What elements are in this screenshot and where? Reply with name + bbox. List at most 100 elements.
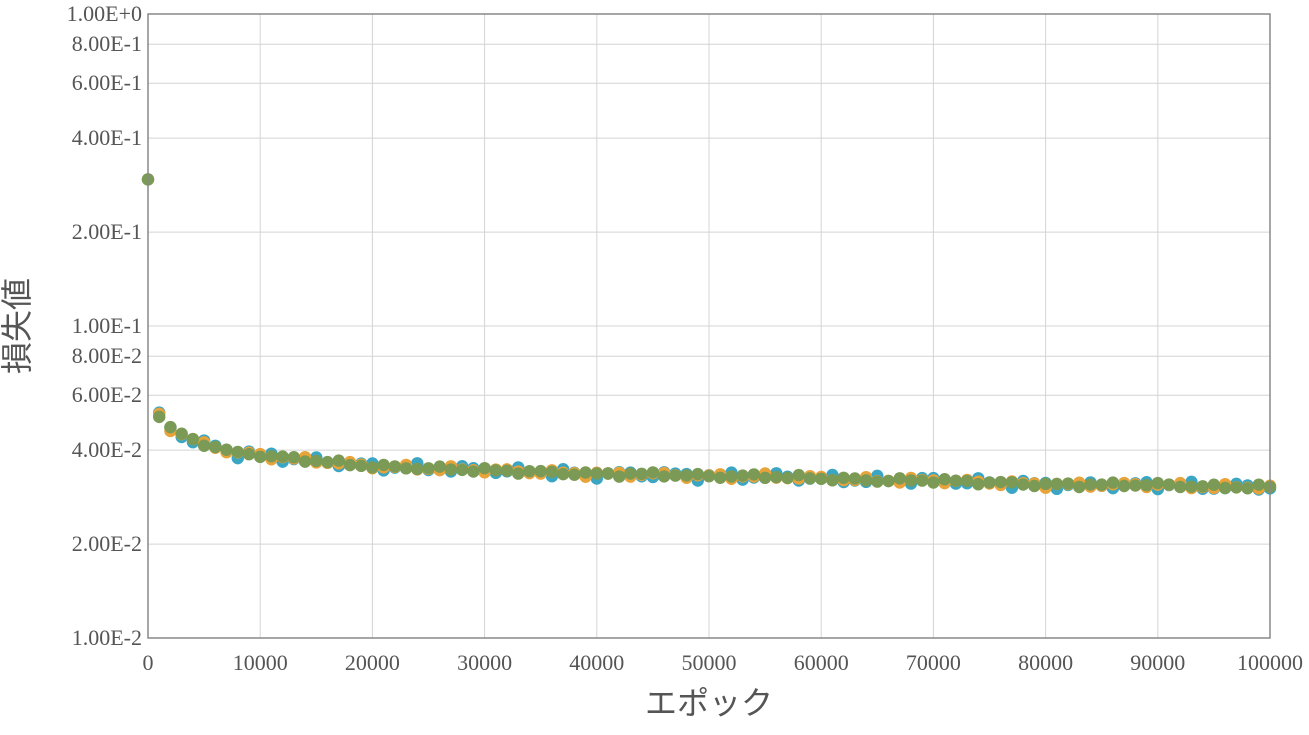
data-point: [613, 470, 626, 483]
data-point: [601, 467, 615, 480]
data-point: [164, 420, 177, 434]
data-point: [242, 447, 256, 461]
data-point: [871, 475, 884, 488]
data-point: [1129, 479, 1142, 492]
data-point: [714, 471, 727, 485]
data-point: [388, 460, 402, 473]
x-tick-label: 80000: [1018, 650, 1073, 675]
data-point: [1106, 476, 1120, 489]
y-tick-label: 1.00E-2: [72, 625, 142, 650]
grid-layer: [147, 13, 1271, 639]
data-point: [949, 474, 963, 487]
data-point: [467, 465, 480, 478]
data-point: [354, 459, 368, 473]
data-point: [1241, 482, 1254, 495]
x-tick-label: 0: [143, 650, 154, 675]
data-point: [512, 467, 525, 480]
y-tick-label: 2.00E-1: [72, 219, 142, 244]
data-point: [1252, 478, 1265, 491]
data-point: [646, 466, 660, 479]
data-point: [702, 470, 716, 483]
data-point: [635, 467, 648, 481]
data-point: [1084, 478, 1097, 491]
data-point: [220, 443, 233, 456]
data-point: [411, 462, 424, 476]
data-point: [927, 476, 940, 489]
y-axis-title: 損失値: [0, 278, 36, 374]
data-point: [1005, 476, 1019, 489]
x-tick-label: 100000: [1237, 650, 1303, 675]
data-point: [399, 462, 413, 475]
data-point: [1061, 477, 1075, 490]
data-point: [882, 474, 895, 488]
data-point: [803, 472, 817, 485]
data-point: [366, 461, 379, 474]
data-point: [758, 471, 772, 485]
points-layer: [141, 173, 1277, 496]
data-point: [276, 450, 289, 463]
x-tick-labels: 0 10000 20000 30000 40000 50000 60000 70000 8000…: [143, 650, 1304, 675]
data-point: [837, 471, 850, 485]
data-point: [579, 466, 592, 479]
data-point: [186, 432, 200, 446]
data-point: [1151, 476, 1165, 490]
x-tick-label: 10000: [233, 650, 288, 675]
x-axis-title: エポック: [645, 684, 773, 722]
x-tick-label: 20000: [345, 650, 400, 675]
data-point: [1050, 477, 1064, 491]
data-point: [568, 468, 581, 481]
data-point: [736, 469, 749, 482]
y-tick-label: 4.00E-2: [72, 437, 142, 462]
data-point: [624, 467, 637, 480]
data-point: [680, 469, 693, 482]
data-point: [1073, 480, 1086, 494]
data-point: [994, 475, 1007, 489]
x-tick-label: 90000: [1130, 650, 1185, 675]
data-point: [826, 474, 839, 487]
data-point: [792, 468, 805, 482]
data-point: [972, 478, 985, 491]
data-point: [904, 474, 918, 487]
data-point: [1028, 479, 1041, 493]
data-point: [1185, 480, 1198, 493]
data-point: [444, 463, 458, 476]
data-point: [343, 458, 357, 472]
data-point: [691, 467, 704, 481]
data-point: [893, 472, 906, 485]
data-point: [1117, 479, 1131, 493]
data-point: [298, 455, 312, 468]
data-point: [938, 473, 951, 486]
y-tick-label: 4.00E-1: [72, 125, 142, 150]
data-point: [770, 470, 783, 484]
data-point: [983, 476, 996, 489]
data-point: [422, 462, 435, 475]
x-tick-label: 30000: [457, 650, 512, 675]
x-tick-label: 70000: [906, 650, 961, 675]
x-tick-label: 40000: [569, 650, 624, 675]
data-point: [523, 464, 536, 478]
plot-frame: [147, 13, 1271, 639]
data-point: [556, 467, 570, 481]
y-tick-label: 8.00E-1: [72, 31, 142, 56]
y-tick-label: 6.00E-2: [72, 382, 142, 407]
data-point: [310, 454, 323, 468]
data-point: [1140, 478, 1153, 492]
data-point: [545, 465, 559, 479]
data-point: [859, 474, 873, 487]
data-point: [500, 464, 514, 477]
data-point: [377, 458, 390, 472]
data-point: [287, 451, 301, 464]
data-point: [657, 470, 671, 483]
y-tick-label: 1.00E+0: [67, 1, 142, 26]
data-point: [960, 474, 974, 488]
data-point: [590, 467, 603, 480]
data-point: [1230, 481, 1243, 494]
data-point: [669, 469, 682, 482]
y-tick-labels: 1.00E+0 8.00E-1 6.00E-1 4.00E-1 2.00E-1 1.00E…: [67, 1, 142, 650]
data-point: [231, 445, 244, 459]
data-point: [478, 461, 491, 475]
x-tick-label: 50000: [682, 650, 737, 675]
y-tick-label: 2.00E-2: [72, 531, 142, 556]
